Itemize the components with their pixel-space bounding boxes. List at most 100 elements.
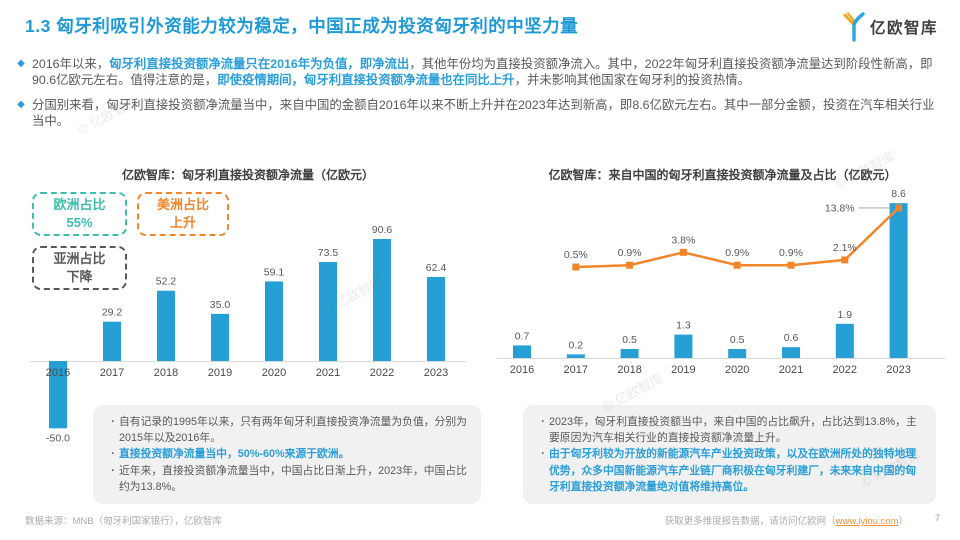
note-item: · 直接投资额净流量当中，50%-60%来源于欧洲。 <box>107 446 467 462</box>
bar-2023 <box>889 203 908 358</box>
footer-cta-prefix: 获取更多维度报告数据，请访问亿欧网（ <box>664 516 836 527</box>
dot-bullet-icon: · <box>541 416 545 428</box>
bar-2020 <box>265 281 283 361</box>
line-marker-2019 <box>679 248 687 256</box>
line-label-2022: 2.1% <box>833 242 857 254</box>
callout-americas-share: 美洲占比 上升 <box>137 192 229 236</box>
callout-asia-line2: 下降 <box>66 269 93 284</box>
bar-label-2023: 8.6 <box>891 188 906 200</box>
left-bar-chart: 2016 2017 2018 2019 2020 2021 2022 2023 -50.0 29.… <box>30 224 466 444</box>
x-tick-2019: 2019 <box>208 367 232 379</box>
key-point-2-text: 分国别来看，匈牙利直接投资额净流量当中，来自中国的金额自2016年以来不断上升并… <box>32 98 935 129</box>
bar-label-2022: 1.9 <box>837 309 852 321</box>
bar-2017 <box>566 354 585 358</box>
page-number: 7 <box>934 513 940 524</box>
x-tick-2022: 2022 <box>833 364 857 376</box>
left-chart-notes: · 自有记录的1995年以来，只有两年匈牙利直接投资净流量为负值，分别为2015年… <box>93 405 481 504</box>
line-marker-2017 <box>572 263 580 271</box>
bar-2019 <box>211 313 229 361</box>
note-item: · 2023年，匈牙利直接投资额当中，来自中国的占比飙升，占比达到13.8%，主要… <box>537 414 922 446</box>
key-point-1: ◆ 2016年以来，匈牙利直接投资额净流量只在2016年为负值，即净流出，其他年… <box>10 56 946 88</box>
footer-cta: 获取更多维度报告数据，请访问亿欧网（www.iyiou.com） <box>665 513 908 527</box>
bar-label-2017: 29.2 <box>102 307 123 319</box>
callout-americas-line1: 美洲占比 <box>156 197 209 213</box>
bar-2022 <box>835 323 854 358</box>
line-label-2018: 0.9% <box>618 247 642 259</box>
x-tick-2016: 2016 <box>46 367 70 379</box>
bar-label-2017: 0.2 <box>568 339 583 351</box>
bar-2020 <box>728 349 747 358</box>
callout-asia-share: 亚洲占比 下降 <box>32 246 127 290</box>
x-tick-2017: 2017 <box>564 364 588 376</box>
bar-label-2016: -50.0 <box>46 432 70 444</box>
bar-2022 <box>373 239 391 361</box>
x-tick-2017: 2017 <box>100 367 124 379</box>
key-point-1-text: 2016年以来，匈牙利直接投资额净流量只在2016年为负值，即净流出，其他年份均… <box>32 57 933 88</box>
bar-2023 <box>427 276 445 361</box>
callout-europe-line2: 55% <box>66 215 93 230</box>
callout-asia-line1: 亚洲占比 <box>53 251 106 267</box>
callout-europe-share: 欧洲占比 55% <box>32 192 127 236</box>
note-item: · 自有记录的1995年以来，只有两年匈牙利直接投资净流量为负值，分别为2015年… <box>107 414 467 446</box>
line-label-2017: 0.5% <box>564 249 588 261</box>
dot-bullet-icon: · <box>111 464 115 477</box>
bar-label-2018: 0.5 <box>622 334 637 346</box>
note-item: · 由于匈牙利较为开放的新能源汽车产业投资政策，以及在欧洲所处的独特地理优势，众多… <box>537 446 922 495</box>
x-tick-2022: 2022 <box>370 367 394 379</box>
x-tick-2019: 2019 <box>671 364 695 376</box>
bar-label-2019: 35.0 <box>210 299 231 311</box>
x-tick-2020: 2020 <box>262 367 286 379</box>
bar-2021 <box>782 347 800 358</box>
dot-bullet-icon: · <box>541 448 545 461</box>
page-title: 1.3 匈牙利吸引外资能力较为稳定，中国正成为投资匈牙利的中坚力量 <box>25 16 579 36</box>
bar-2017 <box>103 321 121 361</box>
dot-bullet-icon: · <box>111 416 115 428</box>
brand-logo: 亿欧智库 <box>842 12 938 42</box>
bar-label-2021: 73.5 <box>318 247 339 259</box>
bar-label-2019: 1.3 <box>676 320 691 332</box>
dot-bullet-icon: · <box>111 448 115 461</box>
x-tick-2018: 2018 <box>154 367 178 379</box>
bar-2016 <box>513 345 531 358</box>
right-chart-notes: · 2023年，匈牙利直接投资额当中，来自中国的占比飙升，占比达到13.8%，主要… <box>523 405 936 504</box>
x-tick-2016: 2016 <box>510 364 534 376</box>
bar-2018 <box>157 290 175 361</box>
line-label-2019: 3.8% <box>671 234 695 246</box>
iyiou-link[interactable]: www.iyiou.com <box>835 516 899 527</box>
callout-americas-line2: 上升 <box>169 215 196 230</box>
line-marker-2021 <box>787 261 795 269</box>
key-point-2: ◆ 分国别来看，匈牙利直接投资额净流量当中，来自中国的金额自2016年以来不断上… <box>10 97 946 129</box>
line-label-2020: 0.9% <box>725 247 749 259</box>
x-tick-2023: 2023 <box>424 367 448 379</box>
bar-2018 <box>620 349 639 358</box>
line-marker-2022 <box>841 256 849 264</box>
key-points: ◆ 2016年以来，匈牙利直接投资额净流量只在2016年为负值，即净流出，其他年… <box>10 56 946 139</box>
bar-label-2016: 0.7 <box>515 330 530 342</box>
x-tick-2020: 2020 <box>725 364 749 376</box>
right-chart-title: 亿欧智库：来自中国的匈牙利直接投资额净流量及占比（亿欧元） <box>548 168 897 182</box>
line-marker-2023 <box>895 204 903 212</box>
right-combo-chart: 0.7 0.2 0.5 1.3 0.5 0.6 1.9 8.6 2016 2017 2018 2019… <box>497 188 945 376</box>
note-item: · 近年来，直接投资额净流量当中，中国占比日渐上升，2023年，中国占比约为13.… <box>107 463 467 495</box>
bar-2016 <box>49 361 67 429</box>
footer-cta-suffix: ） <box>898 516 908 527</box>
brand-logo-icon <box>843 12 865 42</box>
diamond-bullet-icon: ◆ <box>17 99 25 111</box>
bar-label-2020: 0.5 <box>730 334 745 346</box>
x-tick-2018: 2018 <box>617 364 641 376</box>
diamond-bullet-icon: ◆ <box>17 58 25 69</box>
bar-label-2020: 59.1 <box>264 266 285 278</box>
bar-label-2018: 52.2 <box>156 276 177 288</box>
x-tick-2023: 2023 <box>886 364 910 376</box>
line-marker-2020 <box>733 261 741 269</box>
data-source: 数据来源：MNB（匈牙利国家银行），亿欧智库 <box>25 516 222 527</box>
left-chart-title: 亿欧智库：匈牙利直接投资额净流量（亿欧元） <box>121 168 374 182</box>
bar-label-2022: 90.6 <box>372 224 393 236</box>
x-tick-2021: 2021 <box>316 367 340 379</box>
bar-2021 <box>319 262 337 361</box>
line-label-2021: 0.9% <box>779 247 803 259</box>
bar-2019 <box>674 334 693 358</box>
callout-europe-line1: 欧洲占比 <box>53 197 106 213</box>
line-label-2023: 13.8% <box>825 202 855 214</box>
